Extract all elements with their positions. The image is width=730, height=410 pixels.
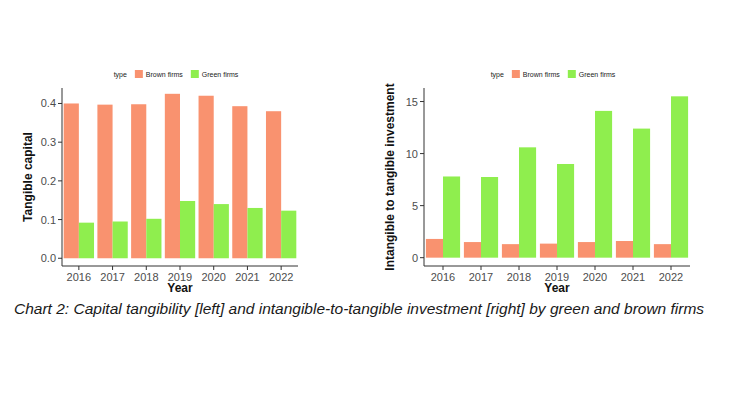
x-tick	[213, 266, 214, 270]
bar	[464, 242, 481, 258]
bar	[199, 96, 214, 259]
bar	[113, 222, 128, 259]
bar	[443, 176, 460, 257]
x-tick	[112, 266, 113, 270]
y-tick	[420, 101, 424, 102]
x-tick-label: 2020	[583, 271, 607, 283]
bar	[502, 244, 519, 258]
y-axis-line	[424, 88, 425, 266]
bar	[578, 242, 595, 258]
y-axis-title: Intangible to tangible investment	[383, 83, 397, 270]
y-tick	[58, 142, 62, 143]
legend-label: Green firms	[579, 71, 616, 78]
bar	[64, 103, 79, 258]
y-tick-label: 5	[412, 200, 418, 212]
x-tick	[519, 266, 520, 270]
x-tick	[146, 266, 147, 270]
x-tick-label: 2021	[235, 271, 259, 283]
x-tick	[180, 266, 181, 270]
x-tick	[633, 266, 634, 270]
x-tick	[595, 266, 596, 270]
bar	[146, 219, 161, 258]
y-axis-title: Tangible capital	[21, 132, 35, 222]
x-tick	[443, 266, 444, 270]
bar	[633, 129, 650, 258]
y-tick-label: 0.4	[41, 97, 56, 109]
legend-label: Brown firms	[523, 71, 560, 78]
legend-label: Brown firms	[146, 71, 183, 78]
bars	[64, 94, 297, 258]
x-tick-label: 2017	[100, 271, 124, 283]
y-tick	[58, 180, 62, 181]
x-tick	[281, 266, 282, 270]
x-tick-label: 2016	[67, 271, 91, 283]
x-tick-label: 2020	[201, 271, 225, 283]
y-tick-label: 0.3	[41, 136, 56, 148]
bar	[266, 111, 281, 258]
x-tick	[557, 266, 558, 270]
x-tick-label: 2018	[507, 271, 531, 283]
bar	[654, 244, 671, 258]
x-tick-label: 2018	[134, 271, 158, 283]
y-tick-label: 10	[406, 148, 418, 160]
legend-swatch	[568, 70, 576, 78]
y-tick	[420, 205, 424, 206]
legend-title: type	[491, 71, 504, 79]
x-tick	[78, 266, 79, 270]
x-tick-label: 2017	[469, 271, 493, 283]
x-tick-label: 2022	[659, 271, 683, 283]
bar	[214, 204, 229, 258]
bar	[247, 208, 262, 258]
y-tick	[58, 219, 62, 220]
legend: type Brown firms Green firms	[114, 70, 239, 79]
legend-swatch	[191, 70, 199, 78]
x-tick-label: 2016	[431, 271, 455, 283]
y-tick-label: 15	[406, 96, 418, 108]
legend-label: Green firms	[202, 71, 239, 78]
bar	[481, 177, 498, 258]
bar	[79, 223, 94, 259]
bar	[616, 241, 633, 258]
legend-swatch	[512, 70, 520, 78]
x-tick	[247, 266, 248, 270]
bar	[595, 111, 612, 258]
bar	[180, 201, 195, 258]
y-tick-label: 0.0	[41, 252, 56, 264]
legend-title: type	[114, 71, 127, 79]
y-tick	[420, 257, 424, 258]
bar	[97, 105, 112, 259]
x-axis-title: Year	[544, 281, 570, 295]
bar	[426, 239, 443, 258]
chart-panel: 0.00.10.20.30.42016201720182019202020212…	[21, 70, 298, 295]
bar	[519, 147, 536, 257]
bar	[540, 244, 557, 258]
charts: 0.00.10.20.30.42016201720182019202020212…	[0, 0, 730, 300]
y-tick	[58, 258, 62, 259]
caption: Chart 2: Capital tangibility [left] and …	[14, 298, 726, 319]
legend-swatch	[135, 70, 143, 78]
x-tick-label: 2022	[269, 271, 293, 283]
y-tick-label: 0.2	[41, 175, 56, 187]
bar	[131, 104, 146, 258]
bar	[281, 211, 296, 259]
y-tick-label: 0.1	[41, 214, 56, 226]
bar	[671, 96, 688, 257]
x-axis-title: Year	[167, 281, 193, 295]
x-tick	[481, 266, 482, 270]
y-tick	[420, 153, 424, 154]
chart-panel: 0510152016201720182019202020212022YearIn…	[383, 70, 690, 295]
bar	[165, 94, 180, 258]
bar	[557, 164, 574, 258]
x-tick	[671, 266, 672, 270]
x-tick-label: 2021	[621, 271, 645, 283]
legend: type Brown firms Green firms	[491, 70, 616, 79]
y-axis-line	[62, 88, 63, 266]
y-tick	[58, 103, 62, 104]
bar	[232, 106, 247, 258]
y-tick-label: 0	[412, 252, 418, 264]
bars	[426, 96, 688, 257]
